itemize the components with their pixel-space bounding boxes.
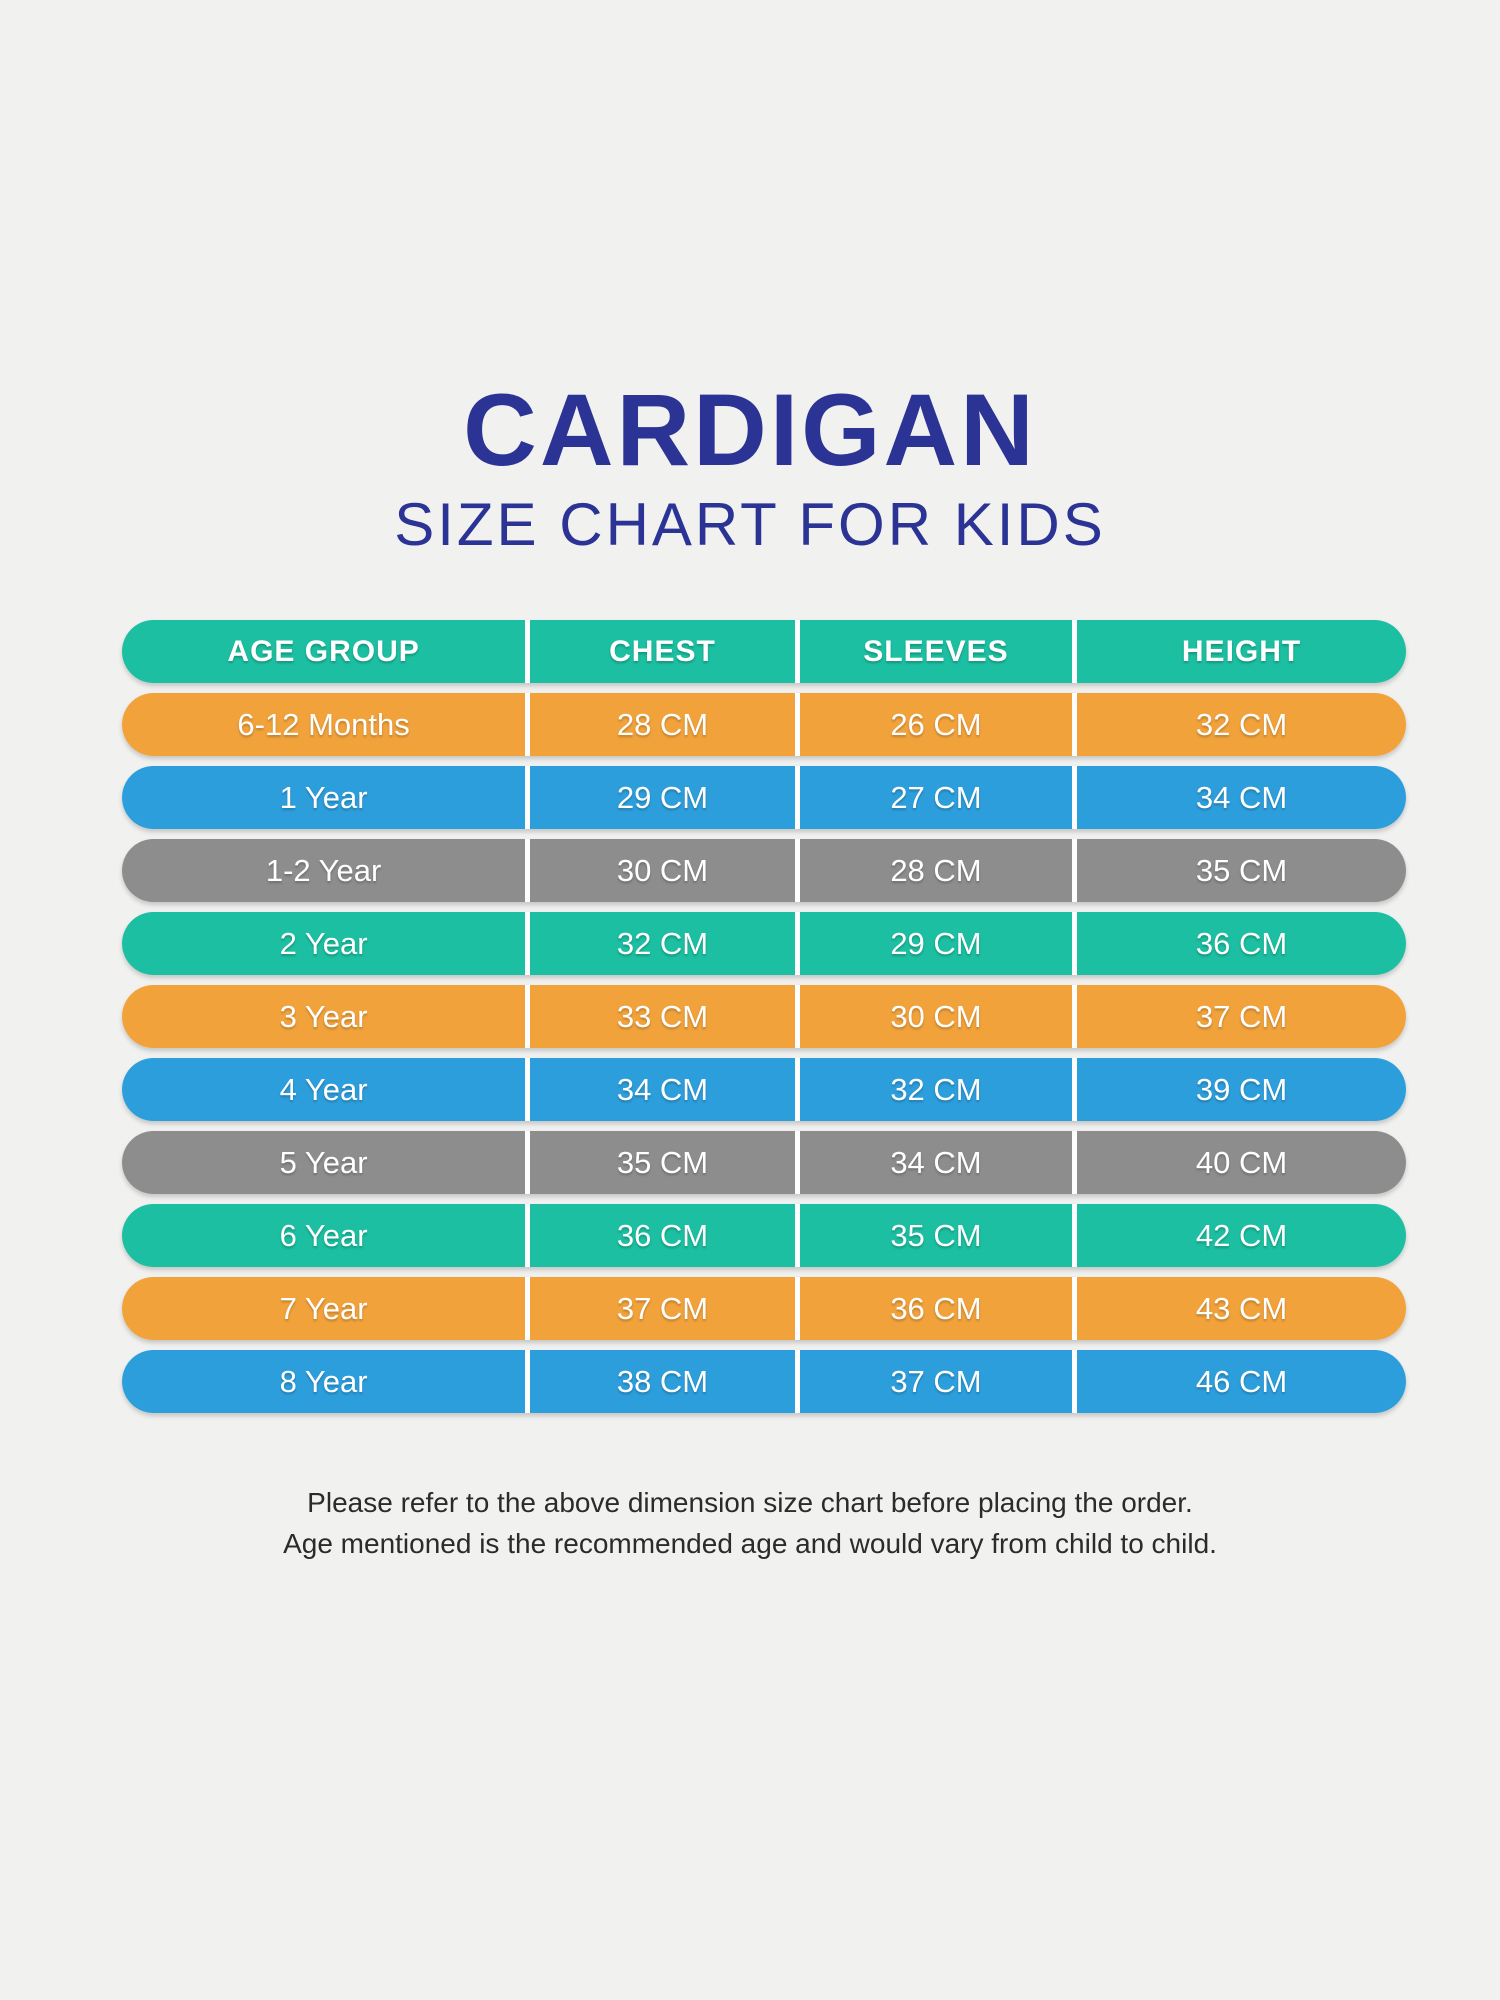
table-row: 6 Year 36 CM 35 CM 42 CM [122,1204,1406,1267]
table-cell-height: 34 CM [1072,766,1406,829]
table-row: 1-2 Year 30 CM 28 CM 35 CM [122,839,1406,902]
table-cell-chest: 37 CM [525,1277,795,1340]
table-cell-age-group: 7 Year [122,1277,526,1340]
table-cell-height: 32 CM [1072,693,1406,756]
table-cell-height: 35 CM [1072,839,1406,902]
table-cell-height: 37 CM [1072,985,1406,1048]
page-subtitle: SIZE CHART FOR KIDS [394,491,1106,558]
table-cell-chest: 38 CM [525,1350,795,1413]
table-cell-sleeves: 28 CM [794,839,1073,902]
table-cell-height: 39 CM [1072,1058,1406,1121]
page-title: CARDIGAN [463,373,1037,487]
table-cell-sleeves: 26 CM [794,693,1073,756]
table-cell-sleeves: 35 CM [794,1204,1073,1267]
table-cell-sleeves: 34 CM [794,1131,1073,1194]
table-cell-sleeves: 29 CM [794,912,1073,975]
table-row: 5 Year 35 CM 34 CM 40 CM [122,1131,1406,1194]
table-cell-chest: CHEST [525,620,795,683]
table-cell-age-group: AGE GROUP [122,620,526,683]
table-cell-chest: 36 CM [525,1204,795,1267]
table-cell-age-group: 1-2 Year [122,839,526,902]
size-chart-table: AGE GROUP CHEST SLEEVES HEIGHT 6-12 Mont… [122,620,1406,1423]
table-cell-sleeves: 30 CM [794,985,1073,1048]
table-cell-age-group: 8 Year [122,1350,526,1413]
table-cell-age-group: 2 Year [122,912,526,975]
footer-note: Please refer to the above dimension size… [0,1482,1500,1564]
table-cell-height: 43 CM [1072,1277,1406,1340]
table-cell-height: 36 CM [1072,912,1406,975]
table-row: 8 Year 38 CM 37 CM 46 CM [122,1350,1406,1413]
table-cell-age-group: 1 Year [122,766,526,829]
table-row: 3 Year 33 CM 30 CM 37 CM [122,985,1406,1048]
table-cell-chest: 30 CM [525,839,795,902]
table-cell-sleeves: SLEEVES [794,620,1073,683]
table-cell-chest: 33 CM [525,985,795,1048]
table-cell-chest: 29 CM [525,766,795,829]
footer-note-line2: Age mentioned is the recommended age and… [283,1528,1217,1559]
table-cell-height: HEIGHT [1072,620,1406,683]
table-cell-age-group: 6-12 Months [122,693,526,756]
table-cell-age-group: 6 Year [122,1204,526,1267]
table-row: 4 Year 34 CM 32 CM 39 CM [122,1058,1406,1121]
footer-note-line1: Please refer to the above dimension size… [307,1487,1193,1518]
table-cell-height: 46 CM [1072,1350,1406,1413]
table-cell-sleeves: 36 CM [794,1277,1073,1340]
table-cell-sleeves: 32 CM [794,1058,1073,1121]
table-cell-sleeves: 27 CM [794,766,1073,829]
table-header-row: AGE GROUP CHEST SLEEVES HEIGHT [122,620,1406,683]
table-cell-height: 40 CM [1072,1131,1406,1194]
table-cell-age-group: 5 Year [122,1131,526,1194]
table-cell-age-group: 3 Year [122,985,526,1048]
table-row: 6-12 Months 28 CM 26 CM 32 CM [122,693,1406,756]
table-cell-height: 42 CM [1072,1204,1406,1267]
table-cell-chest: 35 CM [525,1131,795,1194]
table-row: 2 Year 32 CM 29 CM 36 CM [122,912,1406,975]
table-cell-chest: 28 CM [525,693,795,756]
table-cell-age-group: 4 Year [122,1058,526,1121]
table-cell-sleeves: 37 CM [794,1350,1073,1413]
table-row: 7 Year 37 CM 36 CM 43 CM [122,1277,1406,1340]
table-cell-chest: 34 CM [525,1058,795,1121]
table-cell-chest: 32 CM [525,912,795,975]
table-row: 1 Year 29 CM 27 CM 34 CM [122,766,1406,829]
